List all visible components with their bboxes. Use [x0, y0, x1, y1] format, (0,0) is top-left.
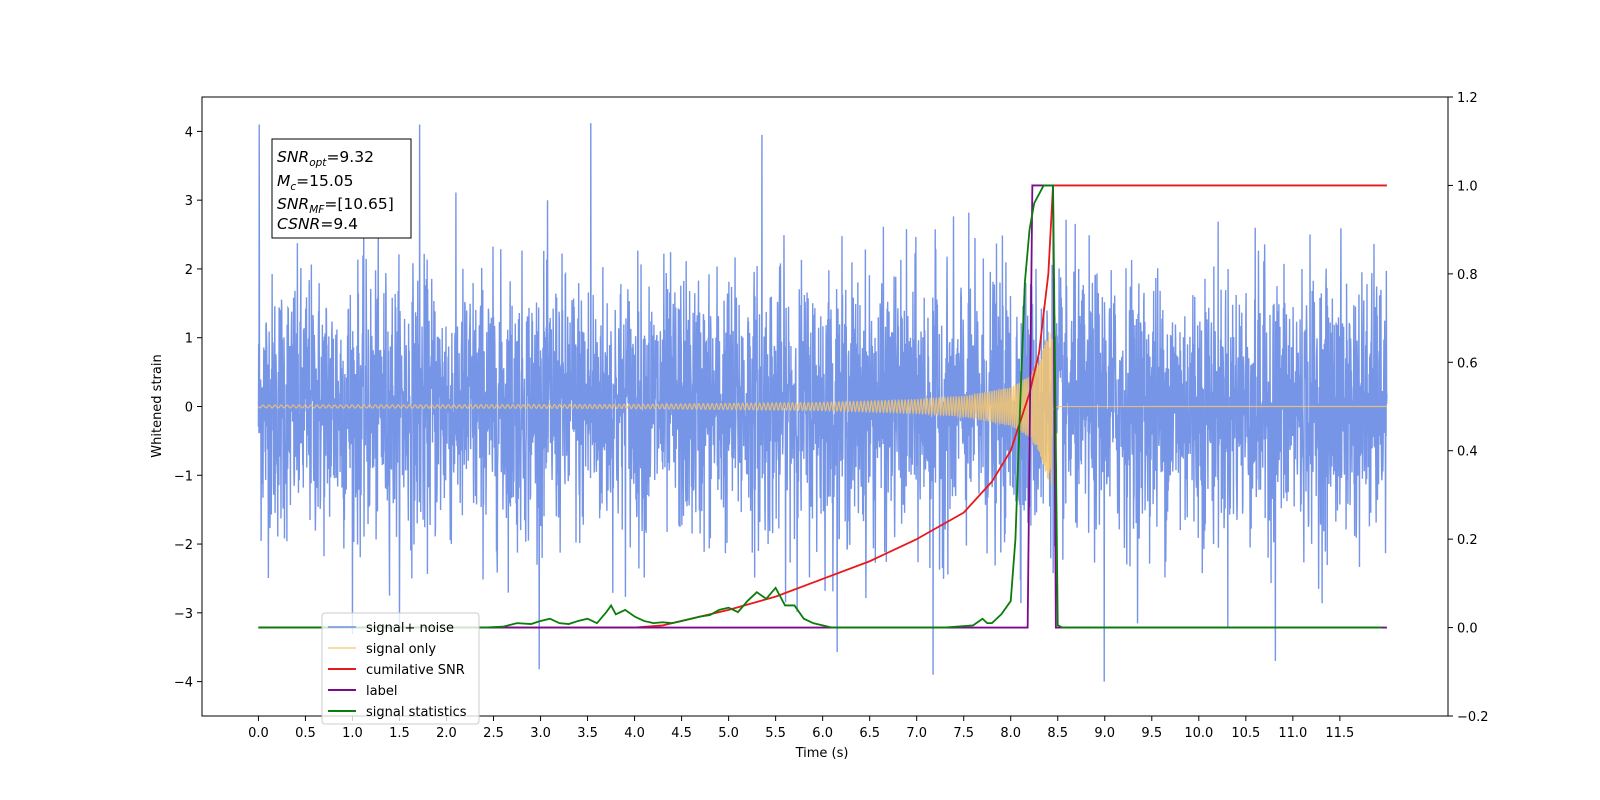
y-left-tick-label: −1 — [174, 469, 193, 484]
series-signal-noise-line — [257, 123, 1388, 682]
x-tick-label: 2.5 — [483, 726, 504, 741]
y-axis-label: Whitened strain — [150, 354, 165, 457]
y-left-tick-label: 2 — [185, 263, 193, 278]
x-tick-label: 5.5 — [765, 726, 786, 741]
x-tick-label: 8.0 — [1000, 726, 1021, 741]
y-left-tick-label: −2 — [174, 538, 193, 553]
x-tick-label: 7.0 — [906, 726, 927, 741]
y-right-tick-label: 0.0 — [1457, 622, 1478, 637]
x-tick-label: 6.5 — [859, 726, 880, 741]
x-tick-label: 11.0 — [1278, 726, 1307, 741]
y-left-tick-label: −3 — [174, 607, 193, 622]
x-tick-label: 9.0 — [1094, 726, 1115, 741]
stats-box: SNRopt=9.32 Mc=15.05 SNRMF=[10.65] CSNR=… — [271, 138, 412, 239]
y-right-tick-label: 0.2 — [1457, 533, 1478, 548]
x-tick-label: 6.0 — [812, 726, 833, 741]
legend-label: cumilative SNR — [366, 663, 465, 678]
x-tick-label: 3.0 — [530, 726, 551, 741]
x-tick-label: 0.5 — [295, 726, 316, 741]
y-right-tick-label: 1.0 — [1457, 179, 1478, 194]
series-signal-only-line — [257, 331, 1387, 486]
plot-area — [257, 123, 1388, 682]
y-axis-right: 1.2 1.0 0.8 0.6 0.4 0.2 0.0 −0.2 — [1448, 91, 1489, 725]
x-tick-label: 2.0 — [436, 726, 457, 741]
stats-snr-opt: SNRopt=9.32 — [277, 148, 374, 169]
x-tick-label: 4.0 — [624, 726, 645, 741]
stats-csnr: CSNR=9.4 — [277, 215, 358, 233]
x-tick-label: 10.0 — [1184, 726, 1213, 741]
x-tick-label: 5.0 — [718, 726, 739, 741]
x-tick-label: 9.5 — [1141, 726, 1162, 741]
x-tick-label: 1.5 — [389, 726, 410, 741]
y-axis-left: 4 3 2 1 0 −1 −2 −3 −4 — [174, 125, 202, 691]
y-right-tick-label: 1.2 — [1457, 91, 1478, 106]
y-right-tick-label: 0.6 — [1457, 356, 1478, 371]
x-tick-label: 3.5 — [577, 726, 598, 741]
x-tick-label: 10.5 — [1231, 726, 1260, 741]
stats-snr-mf: SNRMF=[10.65] — [277, 195, 394, 216]
x-axis: 0.0 0.5 1.0 1.5 2.0 2.5 3.0 3.5 4.0 4.5 5.0 5.5 6.0 6… — [248, 716, 1354, 741]
stats-box-frame — [271, 138, 412, 239]
y-right-tick-label: 0.4 — [1457, 445, 1478, 460]
legend-label: signal statistics — [366, 705, 467, 720]
stats-mc: Mc=15.05 — [277, 172, 354, 193]
legend-label: label — [366, 684, 397, 699]
y-left-tick-label: −4 — [174, 676, 193, 691]
x-tick-label: 7.5 — [953, 726, 974, 741]
legend-frame — [321, 612, 480, 725]
x-tick-label: 4.5 — [671, 726, 692, 741]
y-right-tick-label: −0.2 — [1457, 710, 1489, 725]
series-signal-statistics-line — [258, 184, 1383, 629]
x-tick-label: 11.5 — [1325, 726, 1354, 741]
x-tick-label: 0.0 — [248, 726, 269, 741]
x-axis-label: Time (s) — [795, 746, 849, 761]
y-left-tick-label: 1 — [185, 332, 193, 347]
legend-label: signal+ noise — [366, 621, 454, 636]
x-tick-label: 8.5 — [1047, 726, 1068, 741]
y-left-tick-label: 4 — [185, 125, 193, 140]
x-tick-label: 1.0 — [342, 726, 363, 741]
legend-label: signal only — [366, 642, 436, 657]
legend: signal+ noise signal only cumilative SNR la… — [321, 612, 480, 725]
y-left-tick-label: 3 — [185, 194, 193, 209]
y-right-tick-label: 0.8 — [1457, 268, 1478, 283]
y-left-tick-label: 0 — [185, 401, 193, 416]
